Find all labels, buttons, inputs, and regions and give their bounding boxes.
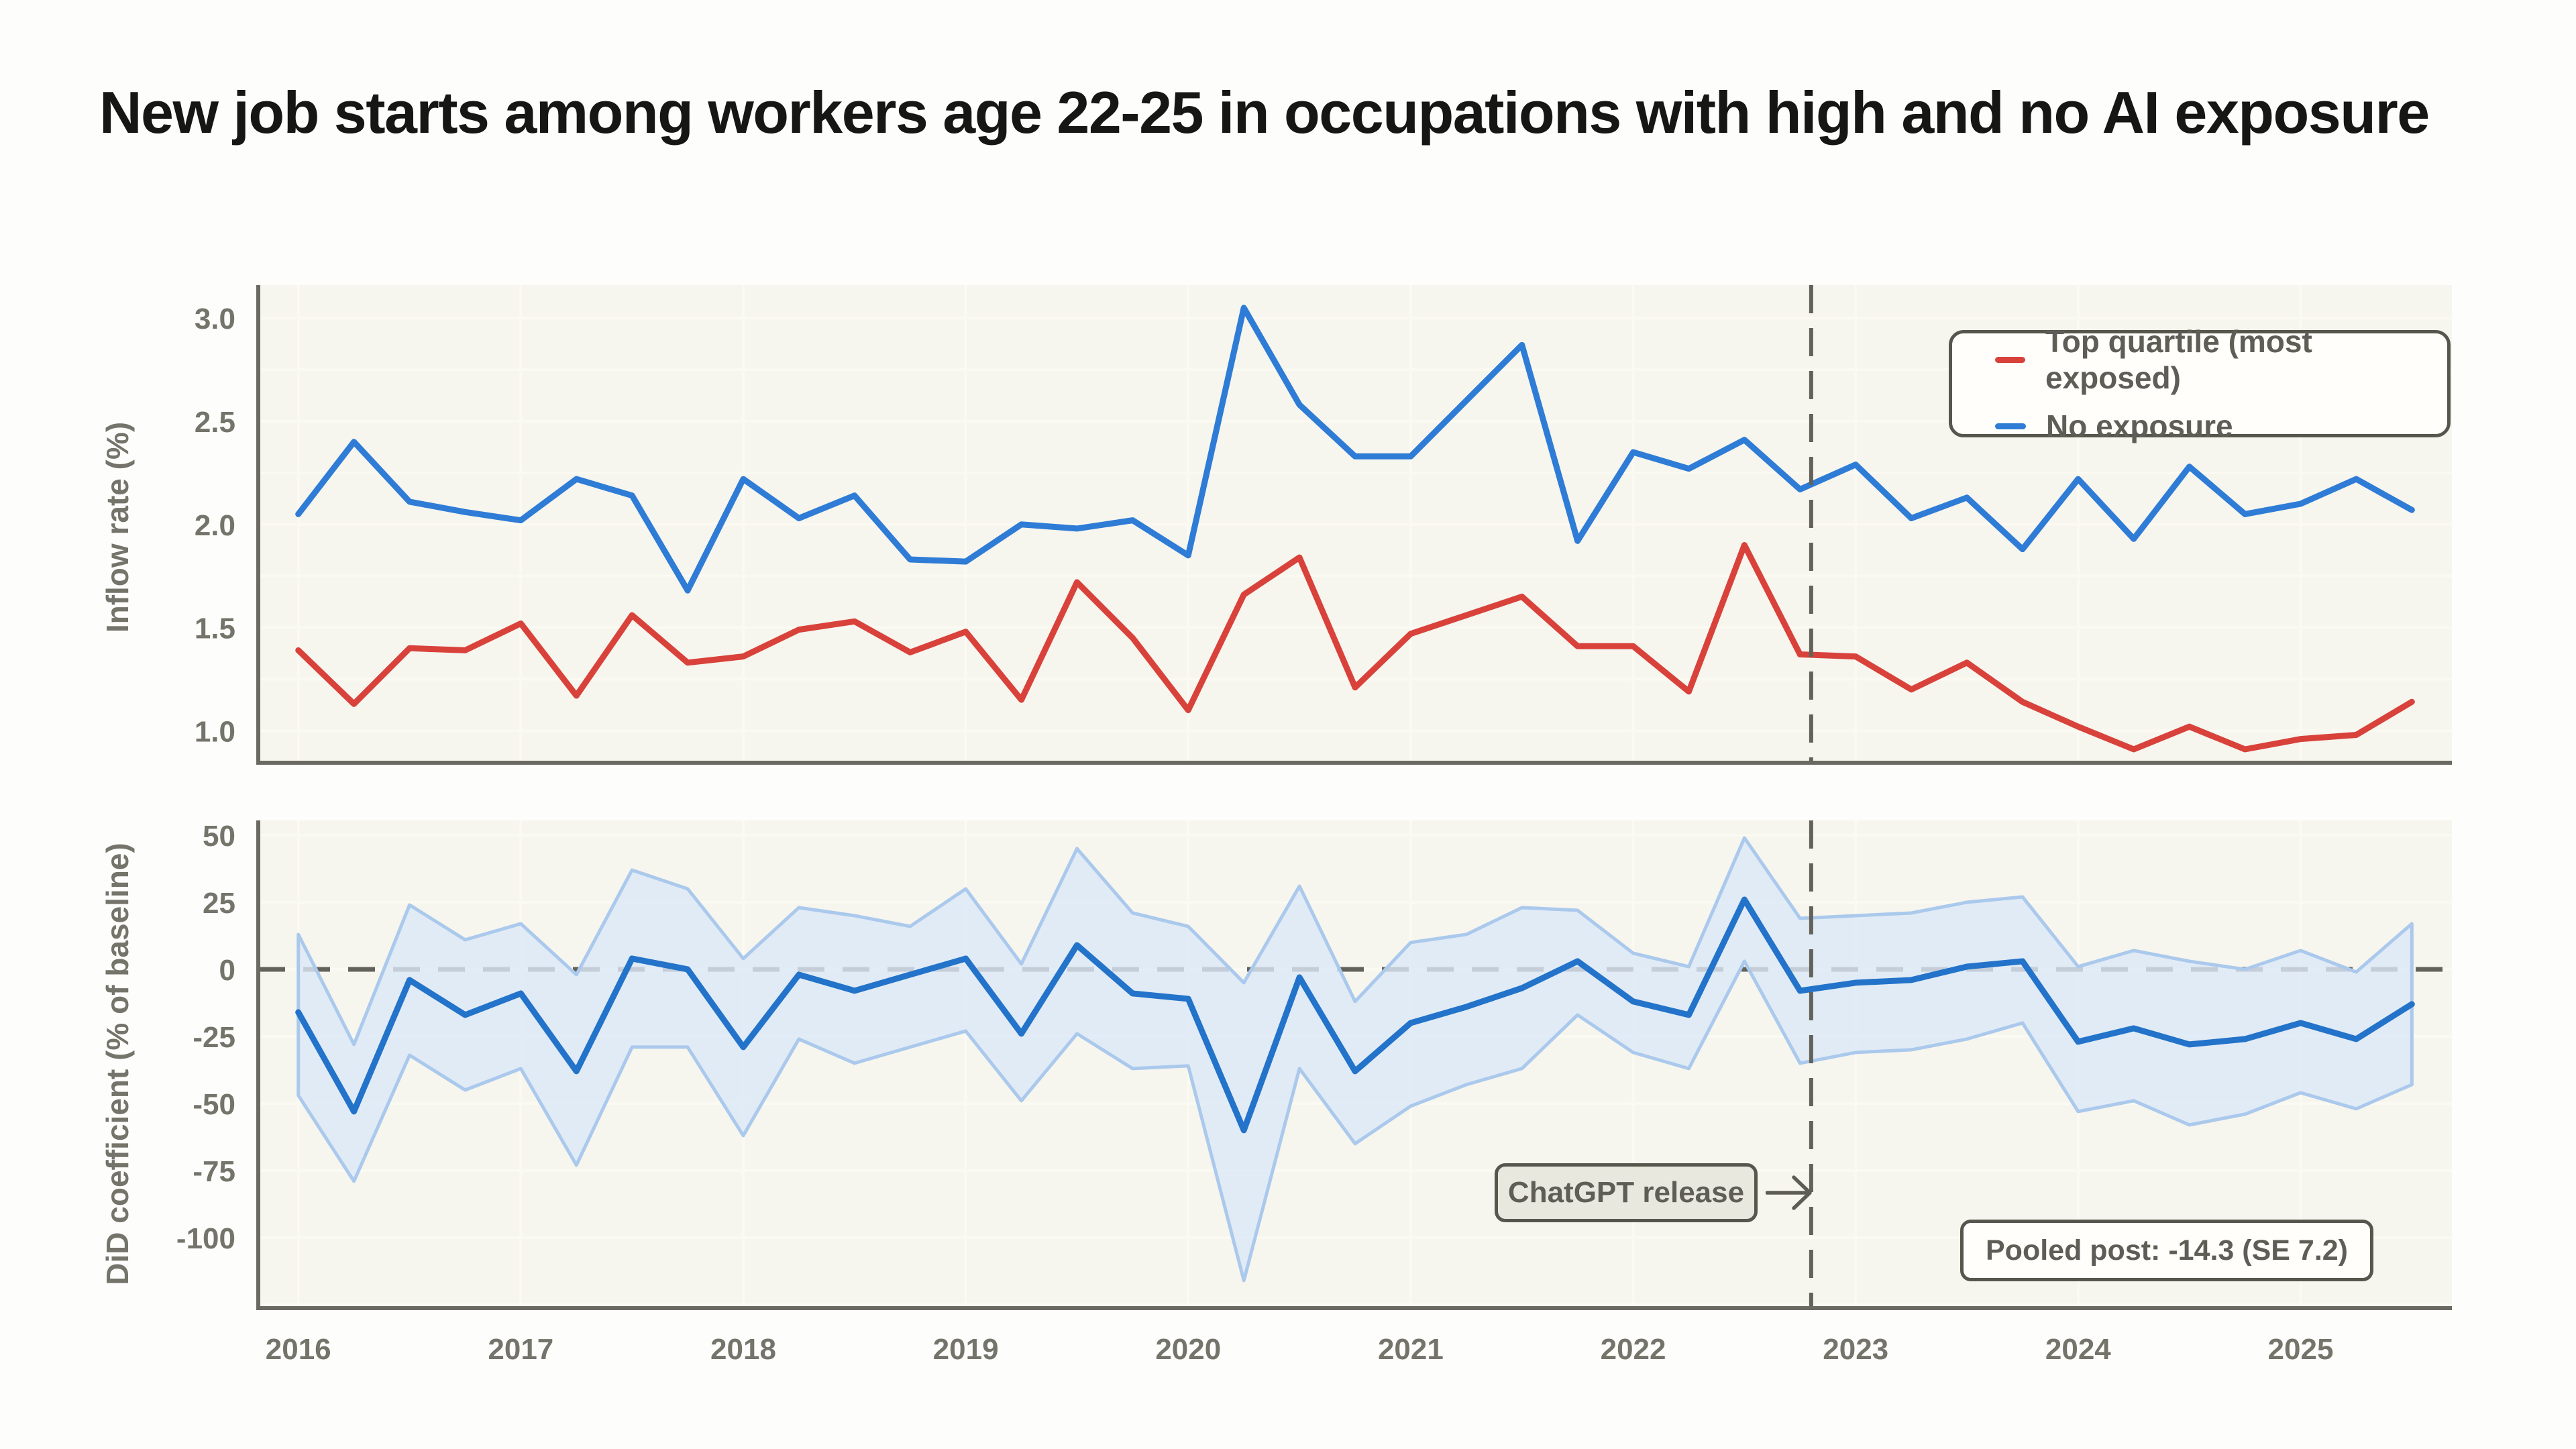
svg-text:2021: 2021 — [1378, 1333, 1444, 1366]
pooled-post-label: Pooled post: -14.3 (SE 7.2) — [1986, 1234, 2348, 1267]
arrow-right-icon — [1766, 1175, 1812, 1210]
svg-text:-50: -50 — [193, 1088, 235, 1121]
svg-text:2018: 2018 — [710, 1333, 776, 1366]
red-line-swatch-icon — [1995, 356, 2025, 363]
svg-text:2019: 2019 — [933, 1333, 999, 1366]
legend-label-top-quartile: Top quartile (most exposed) — [2045, 324, 2312, 395]
svg-text:2020: 2020 — [1155, 1333, 1221, 1366]
legend: Top quartile (most exposed) No exposure — [1949, 324, 2451, 443]
pooled-post-annotation: Pooled post: -14.3 (SE 7.2) — [1960, 1220, 2373, 1281]
svg-text:-75: -75 — [193, 1155, 235, 1188]
svg-text:0: 0 — [219, 954, 235, 987]
svg-text:1.5: 1.5 — [195, 612, 235, 645]
legend-label-no-exposure: No exposure — [2046, 409, 2233, 443]
svg-text:-100: -100 — [176, 1222, 235, 1255]
svg-text:50: 50 — [203, 820, 235, 853]
svg-text:2025: 2025 — [2268, 1333, 2334, 1366]
svg-text:-25: -25 — [193, 1021, 235, 1054]
legend-item-top-quartile: Top quartile (most exposed) — [1995, 323, 2447, 396]
svg-text:2017: 2017 — [488, 1333, 553, 1366]
svg-text:2022: 2022 — [1601, 1333, 1666, 1366]
blue-line-swatch-icon — [1995, 423, 2026, 429]
svg-text:2.0: 2.0 — [195, 509, 235, 542]
chatgpt-release-label: ChatGPT release — [1507, 1176, 1745, 1209]
svg-text:1.0: 1.0 — [195, 715, 235, 748]
y-axis-label-did-coefficient: DiD coefficient (% of baseline) — [100, 843, 135, 1285]
svg-text:2.5: 2.5 — [195, 406, 235, 439]
svg-text:25: 25 — [203, 887, 235, 920]
svg-text:2023: 2023 — [1823, 1333, 1888, 1366]
chatgpt-release-annotation: ChatGPT release — [1495, 1163, 1758, 1222]
svg-text:3.0: 3.0 — [195, 303, 235, 335]
y-axis-label-inflow-rate: Inflow rate (%) — [100, 421, 135, 633]
legend-item-no-exposure: No exposure — [1995, 408, 2447, 444]
svg-text:2016: 2016 — [266, 1333, 331, 1366]
svg-text:2024: 2024 — [2045, 1333, 2111, 1366]
page-title: New job starts among workers age 22-25 i… — [99, 79, 2430, 146]
